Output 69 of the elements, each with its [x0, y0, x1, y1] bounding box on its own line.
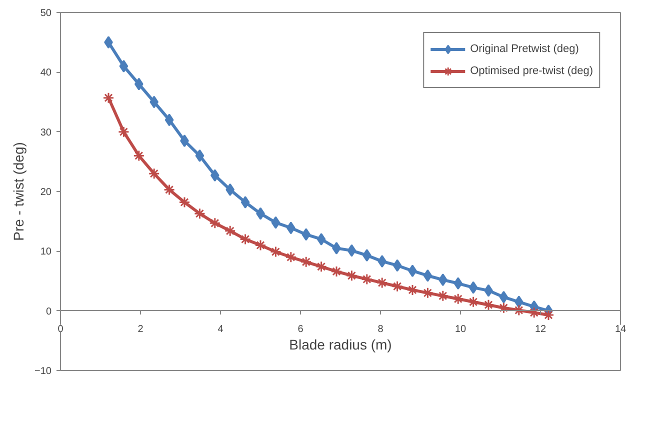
point [148, 168, 160, 180]
point [316, 260, 328, 272]
point [133, 150, 145, 162]
point [498, 302, 510, 314]
y-tick-label: 40 [40, 68, 52, 79]
point [376, 277, 388, 289]
point [300, 256, 312, 268]
point [452, 293, 464, 305]
point [316, 232, 326, 246]
y-tick-label: 0 [46, 306, 52, 318]
point [514, 296, 524, 308]
point [240, 233, 252, 245]
x-tick-label: 12 [534, 324, 546, 335]
x-tick-label: 14 [614, 324, 626, 335]
point [361, 273, 373, 285]
legend-label: Original Pretwist (deg) [470, 43, 579, 55]
point [195, 149, 204, 162]
x-tick-label: 10 [454, 324, 466, 335]
point [468, 281, 478, 294]
point [347, 244, 356, 257]
x-tick-label: 2 [138, 324, 144, 335]
point [438, 274, 448, 286]
point [406, 284, 418, 296]
point [226, 183, 235, 196]
point [102, 92, 114, 104]
point [528, 306, 540, 318]
point [164, 114, 174, 126]
point [254, 239, 266, 251]
y-axis-title: Pre - twist (deg) [10, 142, 27, 241]
point [150, 96, 159, 108]
y-tick-label: 30 [40, 127, 52, 138]
point [240, 196, 250, 208]
x-tick-label: 6 [298, 324, 304, 335]
x-tick-label: 8 [378, 324, 384, 335]
point [499, 290, 508, 304]
point [362, 249, 372, 262]
legend-label: Optimised pre-twist (deg) [470, 65, 593, 77]
point [437, 290, 449, 302]
point [454, 277, 463, 290]
point [330, 266, 342, 278]
point [392, 259, 402, 272]
point [210, 169, 220, 182]
y-tick-label: 10 [40, 246, 52, 258]
point [378, 255, 387, 268]
point [346, 270, 358, 282]
point [422, 287, 434, 299]
point [468, 296, 480, 308]
point [302, 228, 311, 241]
y-tick-label: −10 [34, 366, 52, 377]
y-tick-label: 50 [40, 8, 52, 19]
point [119, 60, 128, 72]
x-tick-label: 0 [58, 324, 64, 335]
point [224, 225, 236, 237]
point [164, 184, 176, 196]
point [134, 78, 144, 90]
point [118, 126, 130, 138]
point [286, 222, 296, 234]
point [194, 208, 206, 220]
point [482, 299, 494, 311]
point [270, 246, 282, 258]
point [178, 196, 190, 208]
x-tick-label: 4 [218, 324, 224, 335]
point [209, 217, 221, 229]
x-axis-title: Blade radius (m) [289, 336, 392, 352]
point [392, 280, 404, 292]
point [271, 216, 280, 229]
y-tick-label: 20 [40, 187, 52, 198]
point [423, 269, 432, 282]
point [285, 251, 297, 263]
